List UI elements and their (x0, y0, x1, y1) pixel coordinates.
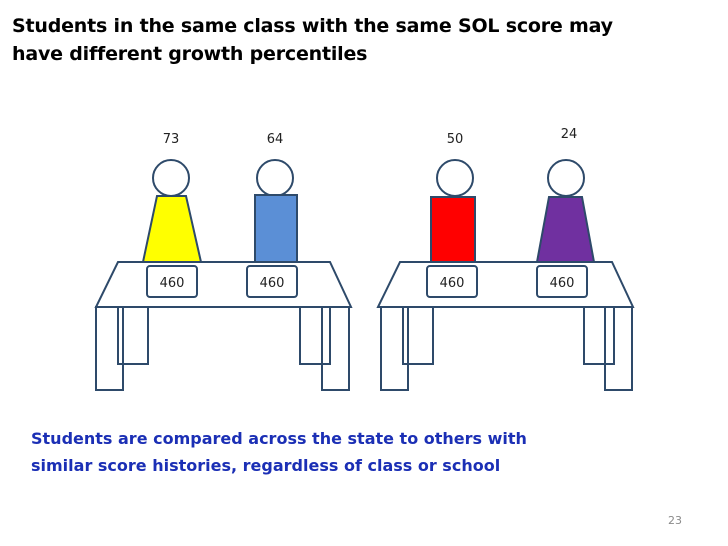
student-1 (141, 159, 203, 298)
student-2-percentile: 64 (267, 132, 284, 147)
comparison-note: Students are compared across the state t… (31, 425, 631, 479)
student-3-body (430, 196, 476, 263)
slide-title: Students in the same class with the same… (12, 12, 712, 68)
student-3-head (436, 159, 474, 197)
student-1-body (141, 195, 203, 263)
desk-right (376, 261, 635, 391)
student-2-sol-score: 460 (260, 276, 285, 291)
student-1-percentile: 73 (163, 132, 180, 147)
student-1-head (152, 159, 190, 197)
student-4-percentile: 24 (561, 127, 578, 142)
student-3 (426, 159, 478, 298)
student-2-score-box (246, 265, 298, 298)
student-2-head (256, 159, 294, 197)
student-4-body (535, 196, 596, 263)
student-2-body (254, 194, 298, 263)
student-4 (535, 159, 596, 298)
student-1-sol-score: 460 (160, 276, 185, 291)
student-3-percentile: 50 (447, 132, 464, 147)
student-4-sol-score: 460 (550, 276, 575, 291)
student-2 (246, 159, 298, 298)
title-line-2: have different growth percentiles (12, 43, 368, 65)
student-3-sol-score: 460 (440, 276, 465, 291)
page-number: 23 (668, 514, 682, 527)
note-line-2: similar score histories, regardless of c… (31, 456, 501, 475)
student-1-score-box (146, 265, 198, 298)
student-3-score-box (426, 265, 478, 298)
student-4-head (547, 159, 585, 197)
note-line-1: Students are compared across the state t… (31, 429, 527, 448)
desk-left (94, 261, 353, 391)
student-4-score-box (536, 265, 588, 298)
title-line-1: Students in the same class with the same… (12, 15, 613, 37)
